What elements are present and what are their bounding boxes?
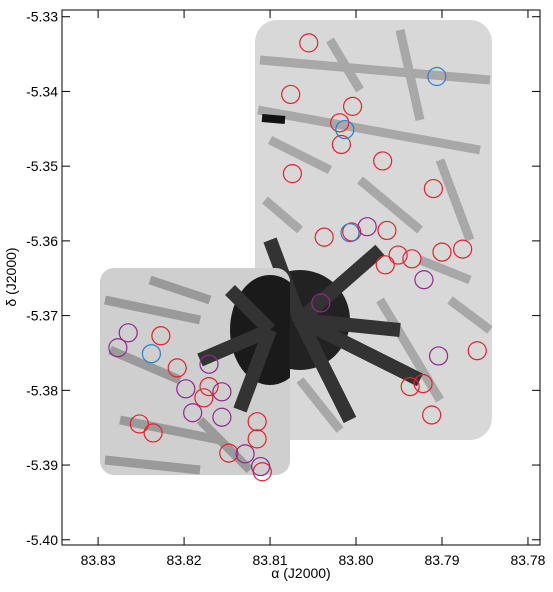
source-circle — [373, 151, 393, 171]
x-axis-label: α (J2000) — [271, 565, 330, 581]
source-circle — [388, 245, 408, 265]
source-circle — [212, 382, 232, 402]
source-circle — [281, 84, 301, 105]
source-circle — [118, 323, 138, 343]
x-tick-label: 83.82 — [167, 552, 202, 568]
background-image — [100, 20, 492, 475]
source-circle — [432, 242, 452, 262]
source-circle — [402, 249, 422, 269]
source-circle — [219, 443, 239, 463]
source-circle — [335, 119, 355, 140]
source-circle — [199, 354, 219, 374]
y-tick-label: -5.39 — [26, 457, 58, 473]
source-circle — [299, 33, 319, 53]
source-circle — [183, 403, 203, 423]
source-circle — [247, 412, 267, 432]
source-circle — [427, 66, 447, 87]
y-tick-label: -5.34 — [26, 83, 58, 99]
source-circle — [400, 376, 420, 397]
source-circle — [340, 223, 360, 243]
source-circle — [453, 239, 473, 259]
y-tick-label: -5.38 — [26, 382, 58, 398]
source-circle — [108, 338, 128, 358]
plot-frame — [61, 9, 541, 546]
source-circle — [342, 96, 363, 116]
source-circle — [212, 407, 232, 427]
y-tick-label: -5.37 — [26, 308, 58, 324]
x-tick-label: 83.80 — [338, 552, 373, 568]
source-circle — [357, 217, 377, 237]
source-circle — [428, 346, 449, 366]
y-tick-label: -5.36 — [26, 233, 58, 249]
x-tick-label: 83.81 — [253, 552, 288, 568]
source-circle — [176, 379, 196, 399]
x-tick-label: 83.79 — [424, 552, 459, 568]
source-circle — [141, 344, 162, 364]
source-circle — [143, 423, 163, 443]
source-circle — [414, 270, 434, 290]
source-circle — [330, 113, 350, 133]
source-circle — [422, 405, 442, 425]
source-circle — [311, 293, 331, 313]
y-tick-label: -5.35 — [26, 158, 58, 174]
x-tick-label: 83.83 — [81, 552, 116, 568]
y-axis-label: δ (J2000) — [3, 247, 19, 306]
source-circle — [129, 414, 149, 434]
source-circle — [467, 341, 487, 361]
source-circle — [314, 227, 334, 247]
x-tick-label: 83.78 — [510, 552, 545, 568]
source-circle — [235, 444, 255, 464]
source-circle — [423, 178, 443, 199]
source-circle — [377, 220, 397, 241]
source-circle — [199, 376, 219, 397]
source-circle — [247, 429, 267, 449]
source-circle — [250, 456, 271, 477]
source-circle — [167, 358, 187, 378]
source-circle — [194, 388, 214, 408]
y-tick-label: -5.40 — [26, 532, 58, 548]
source-circle — [282, 164, 303, 184]
source-circle — [331, 134, 352, 155]
source-circle — [413, 374, 433, 394]
source-circle — [151, 326, 171, 346]
source-circle — [375, 255, 395, 275]
y-tick-label: -5.33 — [26, 9, 58, 25]
